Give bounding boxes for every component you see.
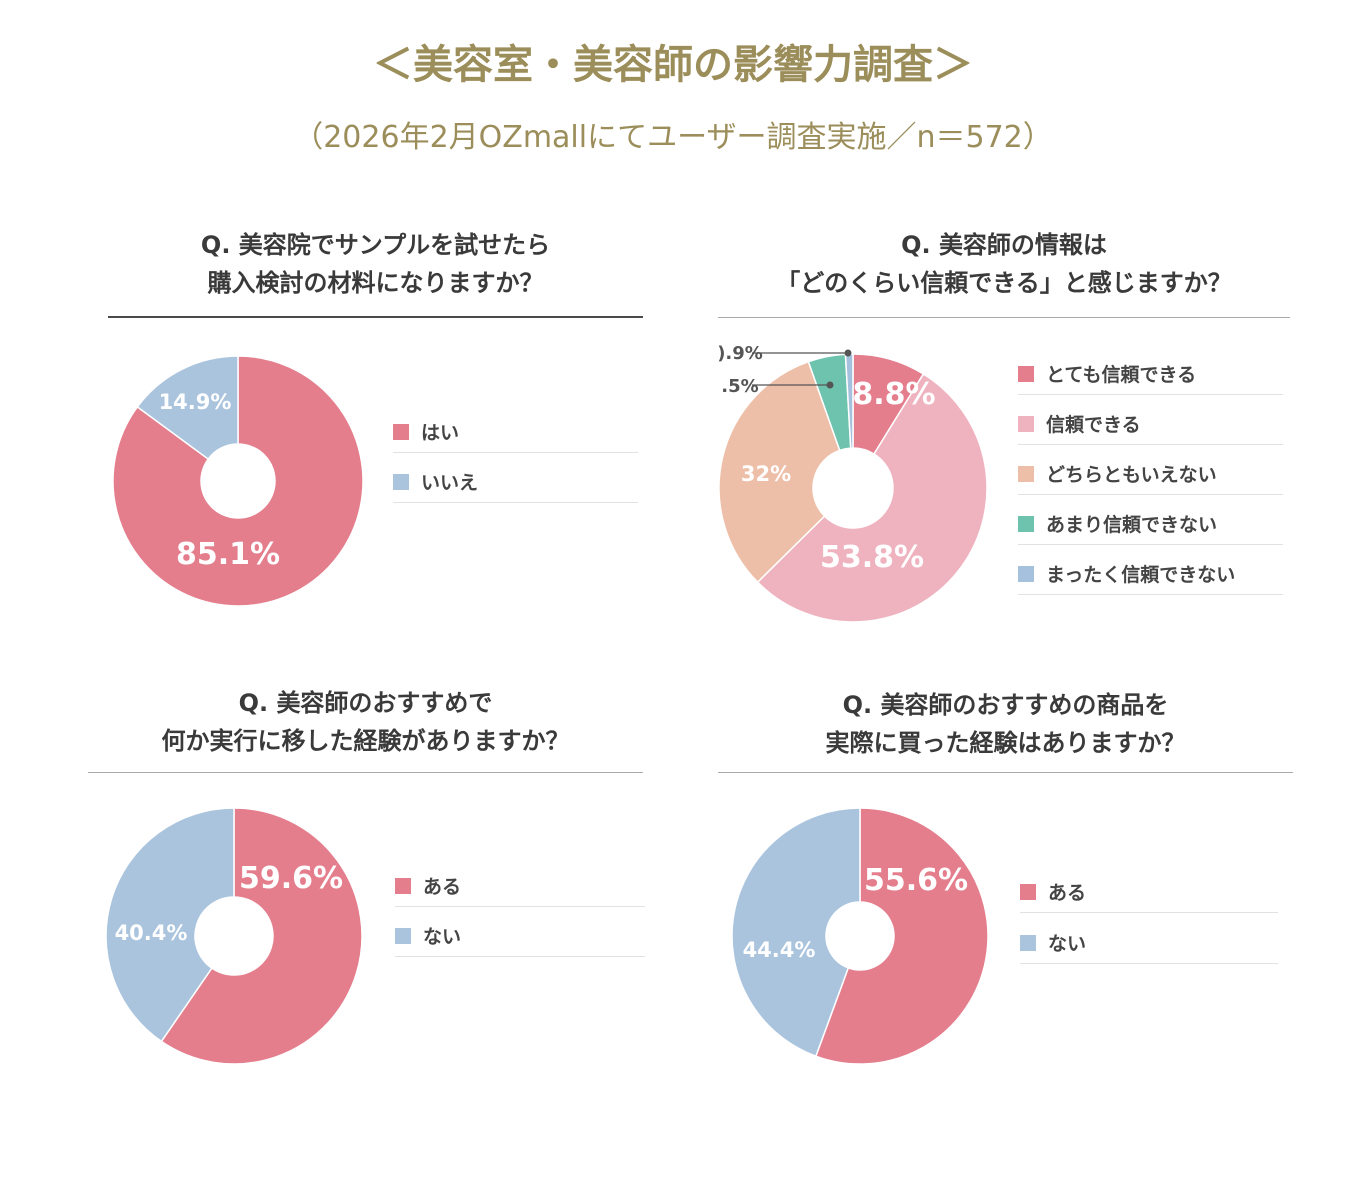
chart3-legend: ある ない — [395, 872, 645, 972]
legend-divider — [1020, 963, 1278, 964]
legend-label: いいえ — [421, 472, 479, 494]
legend-item: まったく信頼できない — [1018, 560, 1235, 587]
data-label-4-1: 55.6% — [864, 863, 968, 898]
legend-label: どちらともいえない — [1046, 464, 1217, 486]
legend-label: ない — [423, 926, 462, 948]
chart3-divider — [88, 772, 643, 773]
chart1-question: Q. 美容院でサンプルを試せたら 購入検討の材料になりますか？ — [108, 226, 643, 302]
chart2-legend: とても信頼できる 信頼できるどちらともいえない あまり信頼できない まったく信頼できな… — [1018, 360, 1283, 610]
chart1-legend: はい いいえ — [393, 418, 638, 528]
legend-divider — [1018, 494, 1283, 495]
data-label-2-3: 32% — [741, 462, 791, 486]
legend-swatch — [395, 927, 411, 944]
legend-label: 信頼できる — [1046, 414, 1141, 436]
slice-2-2 — [756, 372, 988, 623]
data-label-3-1: 59.6% — [239, 861, 343, 896]
chart3-question-line1: Q. 美容師のおすすめで — [238, 689, 493, 717]
chart2-divider — [718, 317, 1290, 318]
chart4-question-line2: 実際に買った経験はありますか？ — [825, 729, 1186, 757]
chart2-question-line1: Q. 美容師の情報は — [901, 231, 1107, 259]
chart1-question-line1: Q. 美容院でサンプルを試せたら — [200, 231, 551, 259]
legend-divider — [1018, 544, 1283, 545]
chart4-donut: 55.6% 44.4% — [731, 807, 989, 1065]
slice-3-2 — [105, 807, 235, 1043]
leader-dot-2-5 — [844, 349, 852, 357]
page-subtitle: （2026年2月OZmallにてユーザー調査実施／n＝572） — [293, 120, 1053, 155]
chart1-donut: 85.1% 14.9% — [112, 355, 364, 607]
chart4-legend: ある ない — [1020, 878, 1278, 978]
page-title: ＜美容室・美容師の影響力調査＞ — [373, 42, 973, 88]
legend-item: ない — [395, 922, 461, 949]
data-label-3-2: 40.4% — [115, 921, 188, 945]
legend-divider — [1018, 444, 1283, 445]
legend-swatch — [393, 473, 409, 490]
legend-divider — [395, 906, 645, 907]
legend-divider — [1018, 394, 1283, 395]
legend-divider — [393, 502, 638, 503]
legend-item: あまり信頼できない — [1018, 510, 1217, 537]
legend-item: ある — [395, 872, 461, 899]
legend-label: ない — [1048, 933, 1087, 955]
chart4-question-line1: Q. 美容師のおすすめの商品を — [842, 691, 1169, 719]
chart2-donut: 8.8% 53.8% 32% .5% ).9% — [717, 343, 988, 623]
legend-item: 信頼できる — [1018, 410, 1141, 437]
data-label-2-5: ).9% — [717, 343, 763, 364]
slice-4-1 — [814, 807, 989, 1065]
legend-item: はい — [393, 418, 459, 445]
slice-4-2 — [731, 807, 861, 1058]
legend-swatch — [393, 423, 409, 440]
data-label-2-1: 8.8% — [852, 377, 935, 412]
data-label-1-2: 14.9% — [159, 390, 232, 414]
legend-divider — [1018, 594, 1283, 595]
legend-label: ある — [1048, 882, 1087, 904]
slice-3-1 — [160, 807, 363, 1065]
chart3-question-line2: 何か実行に移した経験がありますか？ — [161, 727, 570, 755]
legend-swatch — [1018, 565, 1034, 582]
chart2-question: Q. 美容師の情報は 「どのくらい信頼できる」と感じますか？ — [718, 226, 1290, 302]
chart4-question: Q. 美容師のおすすめの商品を 実際に買った経験はありますか？ — [718, 686, 1293, 762]
legend-swatch — [1018, 465, 1034, 482]
legend-swatch — [1018, 515, 1034, 532]
chart1-divider — [108, 316, 643, 318]
slice-1-1 — [112, 355, 364, 607]
data-label-1-1: 85.1% — [176, 537, 280, 572]
leader-dot-2-4 — [826, 381, 834, 389]
data-label-2-2: 53.8% — [820, 540, 924, 575]
legend-item: ない — [1020, 929, 1086, 956]
legend-swatch — [1020, 934, 1036, 951]
legend-label: はい — [421, 422, 460, 444]
data-label-2-4: .5% — [721, 376, 758, 397]
legend-divider — [395, 956, 645, 957]
chart1-question-line2: 購入検討の材料になりますか？ — [207, 269, 544, 297]
legend-swatch — [395, 877, 411, 894]
legend-item: いいえ — [393, 468, 478, 495]
legend-label: ある — [423, 876, 462, 898]
legend-label: あまり信頼できない — [1046, 514, 1218, 536]
legend-swatch — [1018, 365, 1034, 382]
legend-swatch — [1020, 883, 1036, 900]
legend-label: まったく信頼できない — [1046, 564, 1236, 586]
legend-divider — [1020, 912, 1278, 913]
legend-label: とても信頼できる — [1046, 364, 1197, 386]
slice-2-3 — [718, 360, 841, 584]
chart4-divider — [718, 772, 1293, 773]
legend-divider — [393, 452, 638, 453]
slice-1-2 — [136, 355, 239, 461]
legend-item: とても信頼できる — [1018, 360, 1196, 387]
chart3-question: Q. 美容師のおすすめで 何か実行に移した経験がありますか？ — [88, 684, 643, 760]
legend-item: ある — [1020, 878, 1086, 905]
legend-swatch — [1018, 415, 1034, 432]
chart2-question-line2: 「どのくらい信頼できる」と感じますか？ — [776, 269, 1232, 297]
legend-item: どちらともいえない — [1018, 460, 1217, 487]
chart3-donut: 59.6% 40.4% — [105, 807, 363, 1065]
data-label-4-2: 44.4% — [743, 938, 816, 962]
